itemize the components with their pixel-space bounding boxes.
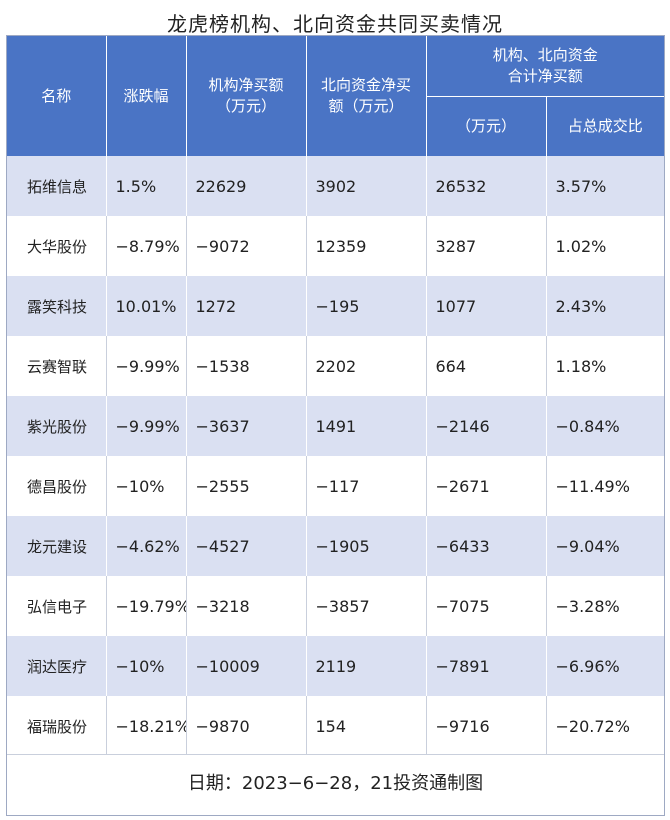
- cell-ratio: 1.18%: [546, 336, 664, 396]
- cell-ratio: 1.02%: [546, 216, 664, 276]
- header-name: 名称: [7, 36, 107, 156]
- cell-ratio: −9.04%: [546, 516, 664, 576]
- header-inst-net-line1: 机构净买额: [208, 76, 284, 94]
- cell-name: 润达医疗: [7, 636, 107, 696]
- cell-ratio: −3.28%: [546, 576, 664, 636]
- cell-ratio: 3.57%: [546, 156, 664, 216]
- cell-total: 26532: [426, 156, 547, 216]
- header-inst-net-line2: （万元）: [215, 97, 276, 115]
- cell-north: 1491: [306, 396, 427, 456]
- table-row: 拓维信息 1.5% 22629 3902 26532 3.57%: [7, 156, 664, 216]
- cell-ratio: −0.84%: [546, 396, 664, 456]
- header-north-net-line1: 北向资金净买: [320, 76, 411, 94]
- cell-change: −9.99%: [106, 336, 187, 396]
- header-combined-amount: （万元）: [426, 96, 547, 156]
- table-row: 德昌股份 −10% −2555 −117 −2671 −11.49%: [7, 456, 664, 516]
- header-north-net: 北向资金净买 额（万元）: [306, 36, 427, 156]
- cell-north: 3902: [306, 156, 427, 216]
- cell-name: 弘信电子: [7, 576, 107, 636]
- cell-north: 2119: [306, 636, 427, 696]
- cell-north: −195: [306, 276, 427, 336]
- header-combined-ratio: 占总成交比: [546, 96, 664, 156]
- table-row: 露笑科技 10.01% 1272 −195 1077 2.43%: [7, 276, 664, 336]
- header-combined-group: 机构、北向资金 合计净买额: [426, 36, 664, 97]
- header-combined-line2: 合计净买额: [507, 67, 583, 85]
- cell-north: 12359: [306, 216, 427, 276]
- cell-inst: −3637: [186, 396, 307, 456]
- header-combined-amount-label: （万元）: [455, 117, 516, 135]
- cell-name: 大华股份: [7, 216, 107, 276]
- cell-change: −18.21%: [106, 696, 187, 756]
- cell-inst: 22629: [186, 156, 307, 216]
- cell-name: 德昌股份: [7, 456, 107, 516]
- cell-change: 1.5%: [106, 156, 187, 216]
- cell-north: −117: [306, 456, 427, 516]
- cell-change: −10%: [106, 456, 187, 516]
- cell-total: −6433: [426, 516, 547, 576]
- cell-change: −8.79%: [106, 216, 187, 276]
- table-row: 大华股份 −8.79% −9072 12359 3287 1.02%: [7, 216, 664, 276]
- cell-inst: −2555: [186, 456, 307, 516]
- cell-name: 露笑科技: [7, 276, 107, 336]
- cell-total: −2146: [426, 396, 547, 456]
- cell-ratio: 2.43%: [546, 276, 664, 336]
- cell-change: −10%: [106, 636, 187, 696]
- cell-ratio: −20.72%: [546, 696, 664, 756]
- table-row: 润达医疗 −10% −10009 2119 −7891 −6.96%: [7, 636, 664, 696]
- header-change: 涨跌幅: [106, 36, 187, 156]
- cell-change: 10.01%: [106, 276, 187, 336]
- cell-name: 紫光股份: [7, 396, 107, 456]
- cell-total: 3287: [426, 216, 547, 276]
- data-table: 名称 涨跌幅 机构净买额 （万元） 北向资金净买 额（万元） 机构、北向资金 合…: [7, 36, 664, 756]
- cell-inst: −10009: [186, 636, 307, 696]
- table-body: 拓维信息 1.5% 22629 3902 26532 3.57% 大华股份 −8…: [7, 156, 664, 756]
- table-footer-note: 日期：2023−6−28，21投资通制图: [7, 754, 664, 815]
- cell-inst: −1538: [186, 336, 307, 396]
- table-row: 龙元建设 −4.62% −4527 −1905 −6433 −9.04%: [7, 516, 664, 576]
- cell-inst: −9870: [186, 696, 307, 756]
- cell-ratio: −6.96%: [546, 636, 664, 696]
- header-combined-line1: 机构、北向资金: [492, 46, 598, 64]
- header-change-label: 涨跌幅: [123, 86, 169, 105]
- header-name-label: 名称: [41, 86, 72, 105]
- cell-total: −9716: [426, 696, 547, 756]
- table-header: 名称 涨跌幅 机构净买额 （万元） 北向资金净买 额（万元） 机构、北向资金 合…: [7, 36, 664, 156]
- cell-name: 拓维信息: [7, 156, 107, 216]
- cell-inst: −4527: [186, 516, 307, 576]
- cell-north: 154: [306, 696, 427, 756]
- cell-north: −3857: [306, 576, 427, 636]
- header-north-net-line2: 额（万元）: [328, 97, 404, 115]
- cell-change: −9.99%: [106, 396, 187, 456]
- cell-inst: −3218: [186, 576, 307, 636]
- cell-total: −2671: [426, 456, 547, 516]
- table-title: 龙虎榜机构、北向资金共同买卖情况: [167, 12, 503, 36]
- cell-ratio: −11.49%: [546, 456, 664, 516]
- cell-north: −1905: [306, 516, 427, 576]
- cell-name: 龙元建设: [7, 516, 107, 576]
- cell-north: 2202: [306, 336, 427, 396]
- cell-total: 664: [426, 336, 547, 396]
- cell-change: −4.62%: [106, 516, 187, 576]
- cell-name: 福瑞股份: [7, 696, 107, 756]
- table-row: 弘信电子 −19.79% −3218 −3857 −7075 −3.28%: [7, 576, 664, 636]
- cell-name: 云赛智联: [7, 336, 107, 396]
- data-table-container: 名称 涨跌幅 机构净买额 （万元） 北向资金净买 额（万元） 机构、北向资金 合…: [6, 35, 665, 816]
- cell-inst: 1272: [186, 276, 307, 336]
- table-row: 云赛智联 −9.99% −1538 2202 664 1.18%: [7, 336, 664, 396]
- cell-total: 1077: [426, 276, 547, 336]
- table-row: 福瑞股份 −18.21% −9870 154 −9716 −20.72%: [7, 696, 664, 756]
- cell-change: −19.79%: [106, 576, 187, 636]
- header-combined-ratio-label: 占总成交比: [567, 117, 643, 135]
- table-row: 紫光股份 −9.99% −3637 1491 −2146 −0.84%: [7, 396, 664, 456]
- cell-total: −7075: [426, 576, 547, 636]
- cell-inst: −9072: [186, 216, 307, 276]
- cell-total: −7891: [426, 636, 547, 696]
- header-inst-net: 机构净买额 （万元）: [186, 36, 307, 156]
